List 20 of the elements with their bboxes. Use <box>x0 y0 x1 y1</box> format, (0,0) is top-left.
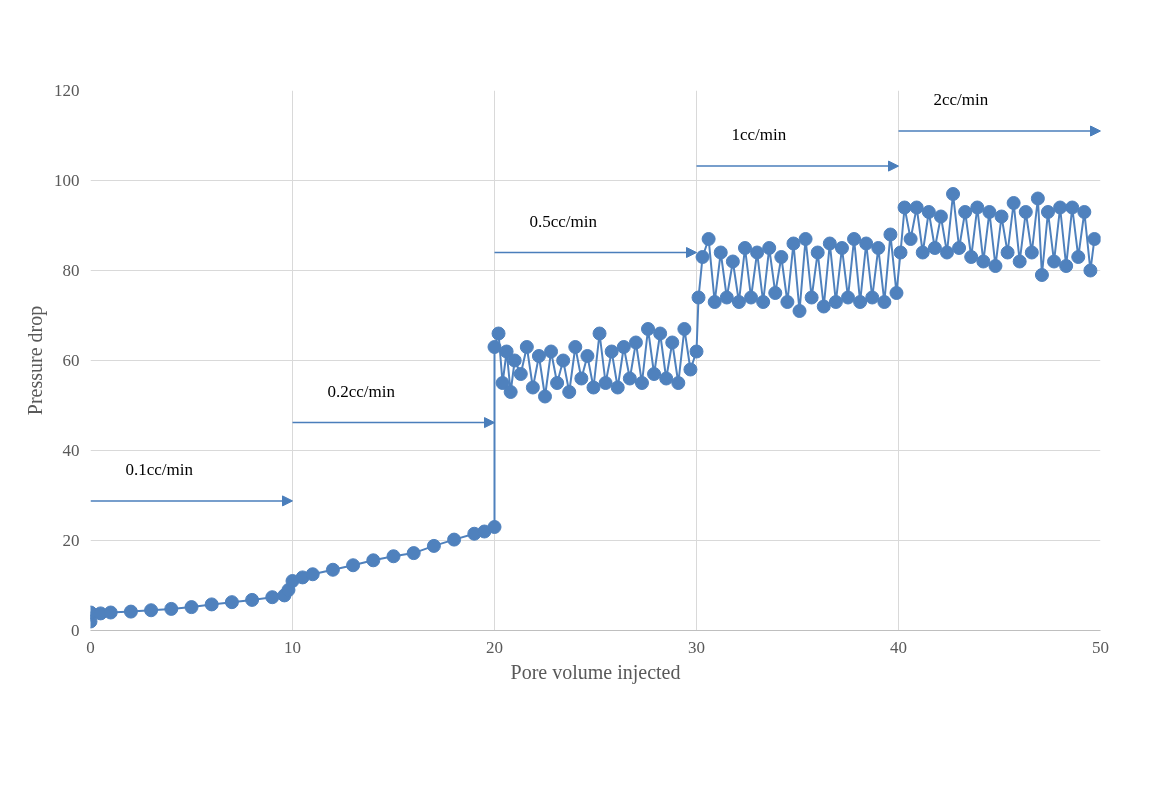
y-tick-label: 60 <box>62 351 80 370</box>
annotation: 2cc/min <box>933 90 989 109</box>
y-tick-label: 120 <box>54 81 80 100</box>
annotation: 0.2cc/min <box>327 381 396 401</box>
y-tick-label: 40 <box>62 441 80 460</box>
annotation: 0.5cc/min <box>529 211 598 231</box>
x-axis-title: Pore volume injected <box>510 660 681 684</box>
y-tick-label: 100 <box>54 171 80 190</box>
y-tick-label: 20 <box>62 531 80 550</box>
annotation: 0.1cc/min <box>125 459 194 479</box>
x-tick-label: 0 <box>86 637 95 657</box>
y-tick-label: 80 <box>62 261 80 280</box>
x-tick-label: 10 <box>284 637 301 657</box>
y-tick-label: 0 <box>71 621 80 640</box>
annotation: 1cc/min <box>731 125 787 145</box>
x-tick-label: 40 <box>890 637 907 657</box>
x-tick-label: 20 <box>486 637 503 657</box>
x-tick-label: 30 <box>688 637 705 657</box>
y-axis-title: Pressure drop <box>24 305 47 416</box>
x-tick-label: 50 <box>1092 637 1109 657</box>
